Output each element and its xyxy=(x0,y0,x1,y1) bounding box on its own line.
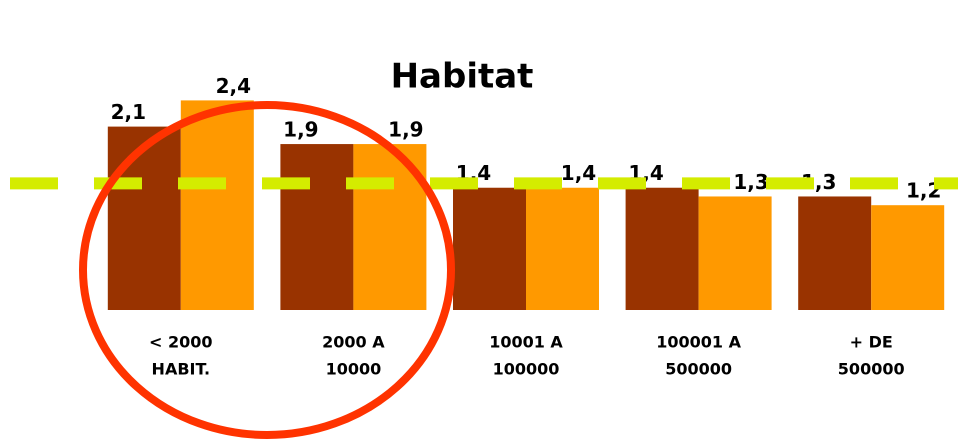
bar xyxy=(107,126,181,310)
x-tick-label: 500000 xyxy=(665,360,732,379)
bar xyxy=(698,196,772,310)
value-label: 1,4 xyxy=(561,161,596,185)
x-tick-label: + DE xyxy=(850,333,893,352)
bar xyxy=(180,100,254,311)
bar xyxy=(453,187,526,310)
bar xyxy=(871,205,945,310)
x-tick-label: HABIT. xyxy=(152,360,210,379)
value-label: 2,4 xyxy=(216,74,251,98)
x-tick-label: 500000 xyxy=(838,360,905,379)
value-label: 1,9 xyxy=(388,118,423,142)
x-tick-label: 100000 xyxy=(493,360,560,379)
bar xyxy=(625,187,699,310)
x-tick-label: 10000 xyxy=(326,360,382,379)
value-label: 1,9 xyxy=(283,118,318,142)
highlight-circle xyxy=(79,101,455,439)
chart-title: Habitat xyxy=(391,57,534,97)
bar xyxy=(526,187,599,310)
x-tick-label: 10001 A xyxy=(489,333,563,352)
value-label: 2,1 xyxy=(111,100,146,124)
bar xyxy=(280,144,354,310)
x-tick-label: 2000 A xyxy=(322,333,385,352)
x-tick-label: < 2000 xyxy=(149,333,213,352)
bar xyxy=(798,196,872,310)
value-label: 1,3 xyxy=(733,170,768,194)
x-tick-label: 100001 A xyxy=(656,333,741,352)
